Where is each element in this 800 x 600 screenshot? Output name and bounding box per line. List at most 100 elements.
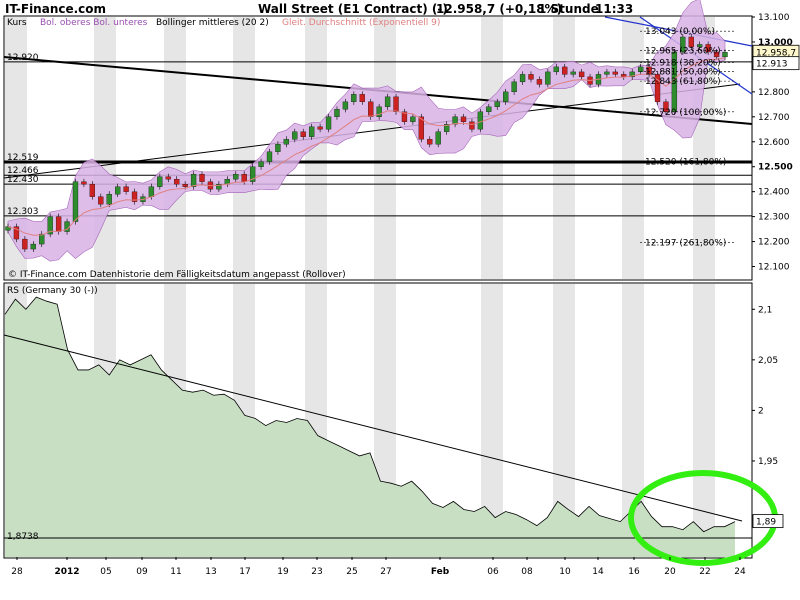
rs-tick-label: 2 — [758, 406, 764, 416]
date-tick-label: 11 — [170, 567, 181, 577]
candle-body — [545, 71, 551, 85]
date-tick-label: 24 — [734, 567, 746, 577]
candle-body — [199, 174, 205, 182]
candle-body — [654, 74, 661, 102]
candle-body — [106, 194, 112, 205]
candle-body — [519, 74, 526, 83]
candle-body — [384, 96, 391, 107]
candle-body — [98, 196, 104, 205]
date-tick-label: 2012 — [54, 567, 79, 577]
site-name[interactable]: IT-Finance.com — [5, 2, 106, 16]
candle-body — [359, 94, 365, 102]
candle-body — [604, 71, 610, 75]
price-tag-label: 12.958,7 — [756, 48, 796, 58]
candle-body — [275, 144, 281, 152]
candle-body — [536, 79, 543, 85]
instrument-title: Wall Street (E1 Contract) (-) — [258, 2, 448, 16]
date-tick-label: 22 — [699, 567, 710, 577]
candle-body — [165, 176, 171, 180]
price-tick-label: 13.000 — [758, 38, 793, 48]
fib-label: 12.843 (61,80%) — [645, 77, 721, 87]
level-label: 12.519 — [7, 153, 39, 163]
price-tick-label: 12.400 — [758, 188, 790, 198]
fibonacci-levels: 13.043 (0,00%) 12.965 (23,60%)12.918 (38,… — [640, 27, 735, 248]
price-tag-box — [752, 56, 800, 71]
candle-body — [427, 139, 433, 145]
weekday-band — [164, 17, 186, 279]
fib-label: 12.965 (23,60%) — [645, 47, 721, 57]
candle-body — [410, 116, 416, 122]
rs-tick-label: 1,95 — [758, 457, 778, 467]
fib-label: 12.720 (100,00%) — [645, 108, 726, 118]
candle-body — [443, 124, 450, 132]
ema-path — [7, 57, 726, 236]
weekday-band — [233, 17, 255, 279]
candle-body — [452, 116, 458, 125]
date-tick-label: 14 — [592, 567, 604, 577]
chart-time: 11:33 — [595, 2, 633, 16]
candle-body — [376, 106, 382, 117]
candle-body — [174, 179, 180, 185]
candle-body — [283, 139, 290, 145]
candle-body — [553, 66, 559, 73]
price-tick-label: 12.300 — [758, 213, 790, 223]
candle-body — [503, 91, 509, 102]
rs-panel-label: RS (Germany 30 (-)) — [7, 286, 98, 296]
rs-weekday-band — [622, 284, 644, 557]
rs-weekday-band — [693, 284, 715, 557]
candle-body — [528, 74, 534, 80]
level-label: 12.303 — [7, 207, 39, 217]
legend-bollinger-bands: Bol. oberes Bol. unteres — [40, 18, 148, 28]
rs-minimum-label: 1,8738 — [7, 532, 39, 542]
candle-body — [629, 71, 635, 78]
weekday-band — [481, 17, 503, 279]
date-tick-label: 19 — [277, 567, 289, 577]
bollinger-band-area — [7, 0, 726, 262]
candle-body — [292, 131, 298, 140]
rs-weekday-band — [553, 284, 575, 557]
weekday-shading — [5, 17, 715, 279]
price-tick-label: 13.100 — [758, 13, 790, 23]
candle-body — [30, 243, 36, 250]
weekday-band — [305, 17, 327, 279]
candle-body — [401, 111, 408, 122]
date-tick-label: 16 — [628, 567, 640, 577]
weekday-band — [553, 17, 575, 279]
rs-line — [4, 296, 736, 533]
candle-body — [22, 238, 28, 250]
candle-body — [680, 36, 686, 53]
candle-body — [713, 51, 720, 58]
rs-tick-label: 2,1 — [758, 305, 772, 315]
candle-body — [241, 174, 247, 182]
price-tick-label: 12.500 — [758, 163, 793, 173]
candle-body — [342, 101, 349, 110]
candle-body — [309, 126, 315, 137]
price-tick-label: 12.200 — [758, 238, 790, 248]
candle-body — [325, 116, 332, 130]
candle-body — [249, 166, 256, 182]
candle-body — [460, 116, 467, 122]
price-tick-label: 12.800 — [758, 88, 790, 98]
ema-line — [7, 57, 726, 236]
candle-body — [637, 66, 644, 73]
candle-body — [131, 191, 138, 202]
relative-strength-panel: 1,8738 RS (Germany 30 (-)) 1,9522,052,11… — [3, 282, 784, 566]
candle-body — [89, 184, 96, 197]
candle-body — [697, 44, 703, 48]
candle-body — [393, 96, 399, 112]
rs-tick-label: 2,05 — [758, 356, 778, 366]
candle-body — [722, 52, 728, 58]
date-tick-label: 08 — [521, 567, 533, 577]
candle-body — [368, 101, 374, 117]
legend-bollinger-middle: Bollinger mittleres (20 2) — [156, 18, 269, 28]
candle-body — [435, 131, 441, 145]
date-tick-label: 23 — [311, 567, 322, 577]
price-tick-label: 12.600 — [758, 138, 790, 148]
date-tick-label: 27 — [380, 567, 391, 577]
candle-body — [258, 161, 264, 167]
level-label: 12.430 — [7, 175, 39, 185]
date-tick-label: 05 — [100, 567, 111, 577]
chart-interval: 1 Stunde — [538, 2, 599, 16]
candle-body — [39, 233, 45, 245]
candle-body — [469, 121, 475, 130]
